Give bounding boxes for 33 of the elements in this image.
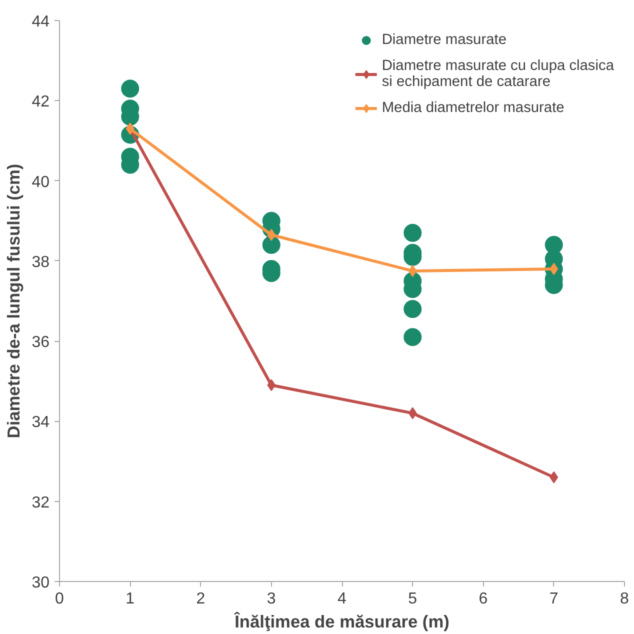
- x-tick-label: 8: [620, 590, 630, 608]
- y-tick-label: 42: [32, 94, 50, 111]
- x-tick-label: 7: [549, 590, 558, 608]
- x-tick-label: 4: [338, 590, 347, 608]
- point: [550, 471, 558, 484]
- legend-label: Media diametrelor masurate: [382, 100, 564, 116]
- x-axis-title: Înălţimea de măsurare (m): [234, 612, 450, 632]
- point: [267, 379, 276, 392]
- x-tick-label: 6: [478, 590, 488, 608]
- y-tick-label: 40: [32, 174, 50, 191]
- legend-label: Diametre masurate: [382, 32, 506, 48]
- x-tick-label: 0: [55, 590, 64, 608]
- y-tick-label: 36: [32, 334, 50, 352]
- x-tick-label: 1: [126, 590, 135, 608]
- y-tick-label: 34: [32, 414, 50, 432]
- point: [121, 80, 140, 98]
- y-tick-label: 32: [32, 494, 50, 512]
- point: [408, 407, 417, 420]
- point: [404, 328, 422, 346]
- point: [404, 224, 422, 242]
- legend-label: Diametre masurate cu clupa clasica si echipament de catarare: [382, 58, 614, 90]
- x-tick-label: 5: [408, 590, 418, 608]
- point: [408, 264, 417, 277]
- y-axis-title: Diametre de-a lungul fusului (cm): [4, 164, 24, 438]
- point: [267, 228, 276, 241]
- x-tick-label: 3: [266, 590, 276, 608]
- y-tick-label: 38: [32, 254, 50, 271]
- y-tick-label: 44: [32, 14, 50, 30]
- x-tick-label: 2: [196, 590, 206, 608]
- y-tick-label: 30: [32, 574, 50, 592]
- point: [404, 300, 422, 318]
- point: [550, 262, 558, 275]
- point: [262, 236, 280, 254]
